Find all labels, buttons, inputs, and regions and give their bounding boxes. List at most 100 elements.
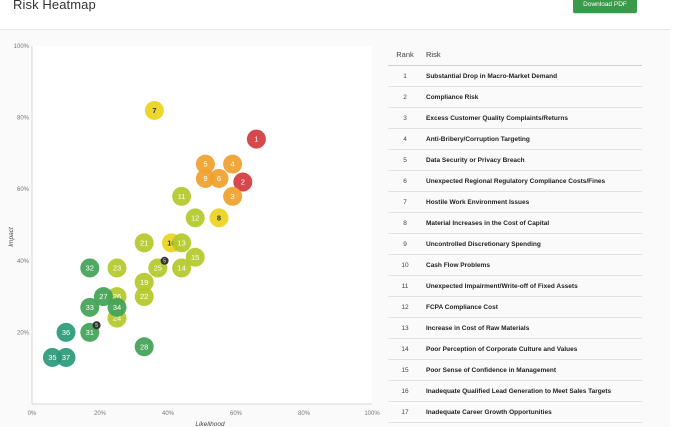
table-row[interactable]: 16 Inadequate Qualified Lead Generation t… <box>388 380 642 402</box>
risk-rank-cell: 10 <box>388 254 422 276</box>
table-row[interactable]: 7 Hostile Work Environment Issues <box>388 191 642 213</box>
risk-bubble-label: 10 <box>167 239 175 248</box>
table-row[interactable]: 2 Compliance Risk <box>388 86 642 108</box>
risk-bubble-label: 15 <box>191 253 199 262</box>
risk-bubble[interactable] <box>172 186 192 206</box>
table-row[interactable]: 10 Cash Flow Problems <box>388 254 642 276</box>
risk-rank-cell: 9 <box>388 233 422 255</box>
risk-bubble[interactable] <box>223 154 243 174</box>
y-tick-label: 80% <box>17 116 30 122</box>
risk-rank-cell: 8 <box>388 212 422 234</box>
plot-area <box>32 46 372 404</box>
risk-name-cell: Unexpected Regional Regulatory Complianc… <box>422 170 642 192</box>
risk-bubble-label: 8 <box>217 213 221 222</box>
risk-bubble-label: 32 <box>86 264 94 273</box>
risk-bubble[interactable] <box>209 208 229 228</box>
risk-bubble[interactable] <box>233 172 253 192</box>
risk-bubble-label: 3 <box>231 192 235 201</box>
risk-bubble[interactable] <box>172 258 192 278</box>
risk-rank-cell: 12 <box>388 296 422 318</box>
y-tick-label: 40% <box>17 259 30 265</box>
y-tick-label: 100% <box>14 44 30 50</box>
cluster-count-label: 5 <box>95 323 98 329</box>
table-row[interactable]: 14 Poor Perception of Corporate Culture a… <box>388 338 642 360</box>
x-tick-label: 20% <box>94 411 107 417</box>
risk-bubble-label: 31 <box>86 328 94 337</box>
risk-bubble[interactable] <box>80 258 100 278</box>
risk-bubble[interactable] <box>134 287 154 307</box>
risk-bubble[interactable] <box>195 154 215 174</box>
risk-bubble[interactable] <box>93 287 113 307</box>
risk-bubble-label: 5 <box>203 160 207 169</box>
risk-name-cell: Increase in Cost of Raw Materials <box>422 317 642 339</box>
risk-rank-cell: 5 <box>388 149 422 171</box>
table-row[interactable]: 6 Unexpected Regional Regulatory Complian… <box>388 170 642 192</box>
risk-name-cell: Material Increases in the Cost of Capita… <box>422 212 642 234</box>
cluster-count-badge[interactable] <box>92 321 101 330</box>
risk-bubble[interactable] <box>134 337 154 357</box>
table-row[interactable]: 5 Data Security or Privacy Breach <box>388 149 642 171</box>
table-row[interactable]: 3 Excess Customer Quality Complaints/Retu… <box>388 107 642 129</box>
risk-bubble[interactable] <box>144 100 164 120</box>
risk-bubble[interactable] <box>246 129 266 149</box>
risk-bubble-label: 21 <box>140 239 148 248</box>
risk-bubble-label: 25 <box>154 264 162 273</box>
page-title: Risk Heatmap <box>13 0 96 12</box>
risk-bubble[interactable] <box>185 208 205 228</box>
risk-bubble[interactable] <box>56 322 76 342</box>
table-row[interactable]: 11 Unexpected Impairment/Write-off of Fix… <box>388 275 642 297</box>
risk-bubble-label: 24 <box>113 314 121 323</box>
risk-name-cell: Hostile Work Environment Issues <box>422 191 642 213</box>
risk-bubble-label: 9 <box>203 174 207 183</box>
table-row[interactable]: 9 Uncontrolled Discretionary Spending <box>388 233 642 255</box>
risk-rank-cell: 4 <box>388 128 422 150</box>
risk-bubble[interactable] <box>107 297 127 317</box>
risk-bubble-label: 6 <box>217 174 221 183</box>
table-row[interactable]: 4 Anti-Bribery/Corruption Targeting <box>388 128 642 150</box>
table-header-row: Rank Risk <box>388 44 642 66</box>
risk-bubble-label: 7 <box>152 106 156 115</box>
risk-bubble[interactable] <box>134 233 154 253</box>
risk-rank-cell: 17 <box>388 401 422 423</box>
table-row[interactable]: 17 Inadequate Career Growth Opportunities <box>388 401 642 423</box>
risk-bubble-label: 22 <box>140 292 148 301</box>
risk-rank-cell: 11 <box>388 275 422 297</box>
risk-bubble-label: 37 <box>62 353 70 362</box>
risk-rank-cell: 13 <box>388 317 422 339</box>
table-row[interactable]: 13 Increase in Cost of Raw Materials <box>388 317 642 339</box>
risk-rank-cell: 2 <box>388 86 422 108</box>
cluster-count-badge[interactable] <box>160 256 169 265</box>
risk-rank-cell: 1 <box>388 65 422 87</box>
risk-bubble[interactable] <box>134 272 154 292</box>
risk-bubble[interactable] <box>107 258 127 278</box>
risk-bubble[interactable] <box>80 297 100 317</box>
risk-bubble-label: 34 <box>113 303 121 312</box>
risk-bubble[interactable] <box>209 168 229 188</box>
table-row[interactable]: 15 Poor Sense of Confidence in Management <box>388 359 642 381</box>
risk-bubble-label: 33 <box>86 303 94 312</box>
risk-name-cell: FCPA Compliance Cost <box>422 296 642 318</box>
risk-bubble[interactable] <box>185 247 205 267</box>
risk-bubble[interactable] <box>56 347 76 367</box>
risk-name-cell: Excess Customer Quality Complaints/Retur… <box>422 107 642 129</box>
cluster-count-label: 5 <box>163 259 166 265</box>
risk-name-cell: Inadequate Career Growth Opportunities <box>422 401 642 423</box>
risk-bubble-label: 13 <box>177 239 185 248</box>
risk-bubble[interactable] <box>42 347 62 367</box>
risk-bubble-label: 19 <box>140 278 148 287</box>
risk-bubble[interactable] <box>195 168 215 188</box>
risk-bubble[interactable] <box>223 186 243 206</box>
table-row[interactable]: 1 Substantial Drop in Macro-Market Demand <box>388 65 642 87</box>
rank-column-header: Rank <box>388 44 422 66</box>
table-row[interactable]: 8 Material Increases in the Cost of Capit… <box>388 212 642 234</box>
risk-name-cell: Cash Flow Problems <box>422 254 642 276</box>
risk-bubble[interactable] <box>172 233 192 253</box>
risk-bubble-label: 23 <box>113 264 121 273</box>
risk-rank-cell: 6 <box>388 170 422 192</box>
risk-bubble-label: 4 <box>231 160 235 169</box>
risk-bubble-label: 27 <box>99 292 107 301</box>
download-pdf-button[interactable]: Download PDF <box>573 0 637 13</box>
table-row[interactable]: 12 FCPA Compliance Cost <box>388 296 642 318</box>
risk-bubble-label: 35 <box>48 353 56 362</box>
x-tick-label: 40% <box>162 411 175 417</box>
